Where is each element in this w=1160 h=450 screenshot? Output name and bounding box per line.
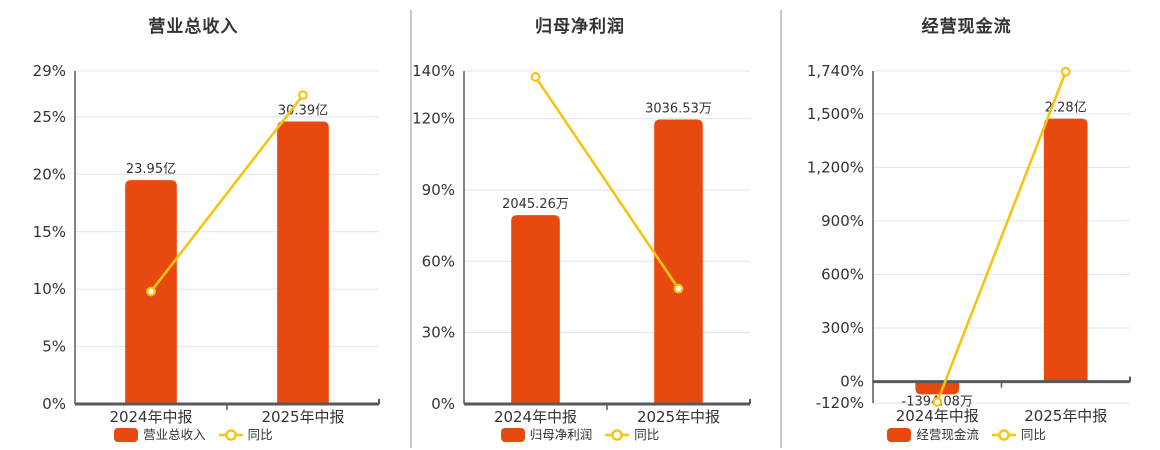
- revenue-chart-plot: 0% 5% 10% 15% 20% 25% 29% 23.95亿 30.39亿 2024年中报 20…: [33, 62, 380, 426]
- trend-marker: [932, 397, 943, 407]
- trend-line: [533, 75, 680, 290]
- bar: [277, 121, 329, 404]
- chart-legend: 营业总收入 同比: [0, 426, 387, 444]
- bar-value-label: 2.28亿: [1045, 101, 1087, 116]
- bar-value-label: 23.95亿: [126, 162, 176, 177]
- trend-marker: [1061, 66, 1071, 77]
- y-tick-label: 25%: [33, 108, 66, 126]
- y-tick-label: 600%: [821, 265, 864, 283]
- panel-divider: [780, 10, 782, 448]
- bar-value-label: 3036.53万: [645, 102, 712, 117]
- y-tick-label: 10%: [33, 280, 66, 298]
- net-profit-chart-plot: 0% 30% 60% 90% 120% 140% 2045.26万 3036.53万 2024年…: [412, 62, 751, 426]
- cashflow-chart-panel: 经营现金流 -120% 0% 300% 600% 900% 1,200% 1,500% 1,7…: [773, 0, 1160, 450]
- x-category-label: 2024年中报: [494, 408, 577, 426]
- bar-legend-label: 归母净利润: [529, 427, 593, 442]
- panel-divider: [410, 10, 412, 448]
- y-tick-label: 29%: [33, 62, 66, 80]
- y-tick-label: 0%: [841, 373, 865, 391]
- line-legend-icon: [218, 429, 243, 441]
- trend-marker: [146, 286, 156, 297]
- y-tick-label: 0%: [42, 395, 66, 413]
- y-tick-label: 20%: [33, 165, 66, 183]
- bar-legend-swatch: [500, 428, 525, 442]
- y-tick-label: 900%: [821, 212, 864, 230]
- y-tick-label: 0%: [431, 395, 455, 413]
- y-tick-label: 15%: [33, 223, 66, 241]
- y-tick-label: 60%: [421, 252, 454, 270]
- y-tick-label: 1,200%: [807, 158, 864, 176]
- trend-marker: [673, 283, 684, 294]
- bar: [510, 215, 560, 404]
- revenue-chart-panel: 营业总收入 0% 5% 10% 15% 20% 25% 29% 23.95亿 30.39亿 202…: [0, 0, 387, 450]
- bar-legend-label: 经营现金流: [916, 427, 979, 442]
- bar-legend-label: 营业总收入: [143, 427, 206, 442]
- trend-marker: [298, 90, 308, 101]
- net-profit-chart-panel: 归母净利润 0% 30% 60% 90% 120% 140% 2045.26万 3036.53…: [387, 0, 774, 450]
- x-category-label: 2025年中报: [1025, 407, 1108, 425]
- y-tick-label: 120%: [412, 110, 455, 128]
- y-tick-label: 300%: [821, 319, 864, 337]
- x-category-label: 2025年中报: [637, 408, 720, 426]
- x-category-label: 2025年中报: [261, 408, 344, 426]
- line-legend-icon: [991, 429, 1016, 441]
- line-legend-icon: [605, 429, 630, 441]
- y-tick-label: 1,740%: [807, 62, 864, 80]
- chart-legend: 归母净利润 同比: [387, 426, 774, 444]
- chart-title: 经营现金流: [921, 17, 1012, 37]
- y-tick-label: 140%: [412, 62, 455, 80]
- trend-marker: [530, 72, 541, 82]
- line-legend-label: 同比: [1020, 427, 1046, 442]
- bar-legend-swatch: [114, 428, 139, 442]
- x-category-label: 2024年中报: [109, 408, 192, 426]
- line-legend-label: 同比: [634, 427, 660, 442]
- y-tick-label: 90%: [421, 181, 454, 199]
- y-tick-label: 1,500%: [807, 105, 864, 123]
- bar-value-label: 2045.26万: [502, 197, 569, 212]
- x-category-label: 2024年中报: [896, 407, 979, 425]
- bar-legend-swatch: [887, 428, 912, 442]
- bar: [1044, 118, 1088, 382]
- y-tick-label: 5%: [42, 338, 66, 356]
- chart-title: 归母净利润: [534, 17, 625, 37]
- y-tick-label: 30%: [421, 324, 454, 342]
- trend-line: [149, 93, 305, 293]
- trend-line: [936, 70, 1068, 404]
- y-tick-label: -120%: [816, 394, 864, 412]
- bar: [915, 381, 960, 395]
- cashflow-chart-plot: -120%0%300%600%900%1,200%1,500%1,740%-13…: [807, 62, 1132, 425]
- chart-title: 营业总收入: [148, 17, 239, 37]
- bar-value-label: 30.39亿: [278, 104, 328, 119]
- line-legend-label: 同比: [247, 427, 273, 442]
- chart-legend: 经营现金流 同比: [773, 426, 1160, 444]
- bar: [653, 119, 703, 404]
